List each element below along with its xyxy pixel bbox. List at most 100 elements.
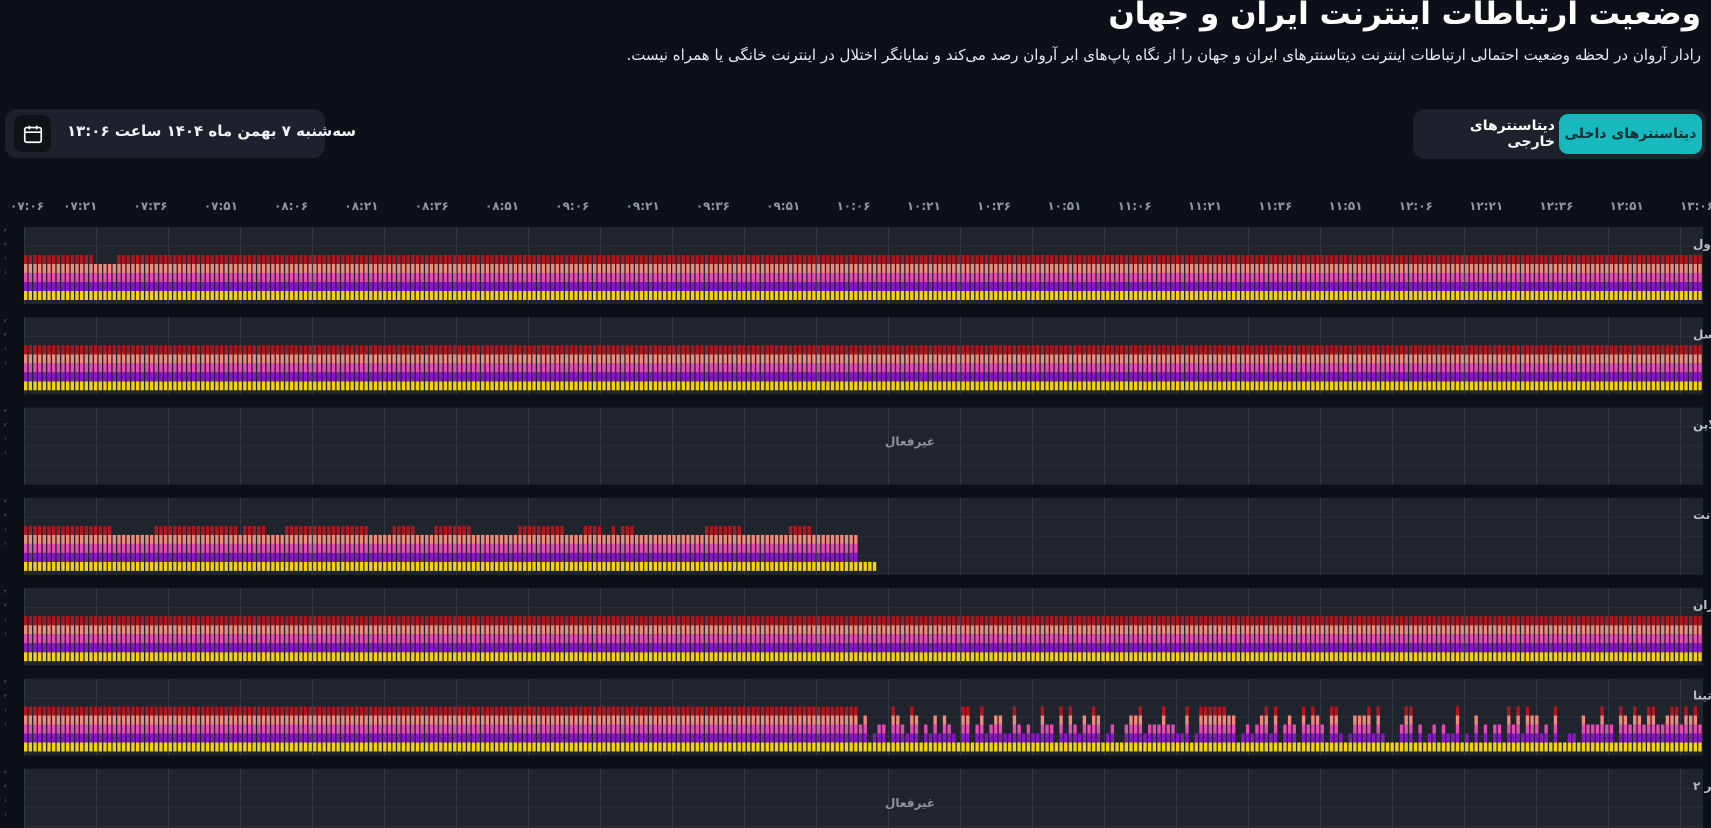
calendar-button[interactable] [14,115,51,152]
heatmap-cell [42,552,47,562]
heatmap-cell [1329,282,1334,291]
heatmap-cell [882,291,886,300]
heatmap-cell [121,381,126,391]
x-tick-label: ۱۱:۲۱ [1188,199,1222,213]
heatmap-cell [275,561,280,571]
heatmap-cell [1432,354,1436,364]
heatmap-cell [718,525,723,535]
heatmap-cell [84,625,88,635]
heatmap-cell [257,561,261,571]
heatmap-cell [98,525,102,535]
heatmap-cell [574,381,578,391]
heatmap-cell [583,291,588,300]
heatmap-cell [1092,291,1096,300]
heatmap-cell [415,354,420,364]
heatmap-cell [914,291,919,300]
heatmap-cell [704,291,709,300]
heatmap-row: ۲۲۱۱۰تهران - دیتاسنتر ایرانسل [4,317,1711,395]
heatmap-cell [639,561,643,571]
heatmap-cell [569,543,574,553]
heatmap-cell [1563,354,1567,364]
heatmap-cell [956,255,961,264]
heatmap-cell [910,372,914,382]
heatmap-cell [592,354,597,364]
heatmap-cell [1586,381,1590,391]
heatmap-cell [1451,291,1455,300]
heatmap-cell [1591,273,1595,282]
heatmap-cell [322,264,326,273]
heatmap-cell [1693,354,1698,364]
heatmap-cell [350,543,354,553]
heatmap-cell [1185,354,1189,364]
heatmap-cell [877,264,881,273]
heatmap-cell [499,552,504,562]
heatmap-cell [513,345,518,355]
heatmap-cell [723,381,727,391]
heatmap-cell [1516,381,1520,391]
heatmap-cell [1628,282,1632,291]
heatmap-cell [126,643,130,653]
tab-domestic-datacenters[interactable]: دیتاسنترهای داخلی [1559,114,1702,154]
heatmap-cell [289,552,294,562]
heatmap-cell [313,616,317,626]
date-picker[interactable]: سه‌شنبه ۷ بهمن ماه ۱۴۰۴ ساعت ۱۳:۰۶ [5,109,356,158]
heatmap-cell [616,282,620,291]
heatmap-cell [107,534,112,544]
heatmap-cell [1231,255,1236,264]
heatmap-cell [774,543,779,553]
heatmap-cell [462,372,466,382]
heatmap-cell [392,282,396,291]
heatmap-cell [933,354,937,364]
heatmap-cell [191,625,196,635]
heatmap-cell [392,273,396,282]
heatmap-cell [490,264,494,273]
heatmap-cell [1283,255,1287,264]
heatmap-cell [65,625,70,635]
heatmap-cell [606,282,611,291]
heatmap-cell [149,345,154,355]
heatmap-cell [830,264,835,273]
heatmap-cell [630,363,634,373]
heatmap-cell [751,282,755,291]
heatmap-cell [345,264,350,273]
heatmap-cell [1525,354,1530,364]
heatmap-cell [168,273,172,282]
heatmap-cell [1157,255,1161,264]
y-tick-label: ۱ [4,360,7,366]
heatmap-cell [1059,381,1063,391]
heatmap-cell [527,291,532,300]
heatmap-cell [1633,345,1637,355]
heatmap-cell [490,255,494,264]
heatmap-cell [154,345,158,355]
heatmap-cell [1129,372,1133,382]
heatmap-cell [676,561,681,571]
heatmap-cell [1661,264,1665,273]
heatmap-cell [676,552,681,562]
heatmap-cell [672,264,676,273]
heatmap-cell [1157,264,1161,273]
heatmap-cell [709,372,713,382]
heatmap-cell [592,264,597,273]
heatmap-cell [1255,354,1259,364]
heatmap-cell [117,354,121,364]
heatmap-cell [1399,282,1404,291]
heatmap-cell [765,345,769,355]
tab-foreign-datacenters[interactable]: دیتاسنترهای خارجی [1469,118,1555,150]
heatmap-cell [37,363,42,373]
heatmap-cell [364,634,368,644]
heatmap-cell [844,282,849,291]
heatmap-cell [378,552,382,562]
heatmap-cell [1432,381,1436,391]
heatmap-cell [434,282,438,291]
heatmap-cell [1343,381,1348,391]
heatmap-cell [355,534,359,544]
heatmap-cell [653,345,657,355]
heatmap-cell [154,552,158,562]
heatmap-cell [751,372,755,382]
heatmap-cell [994,354,998,364]
heatmap-cell [168,561,172,571]
heatmap-cell [560,561,564,571]
heatmap-cell [504,543,508,553]
heatmap-cell [387,345,392,355]
heatmap-cell [453,282,457,291]
